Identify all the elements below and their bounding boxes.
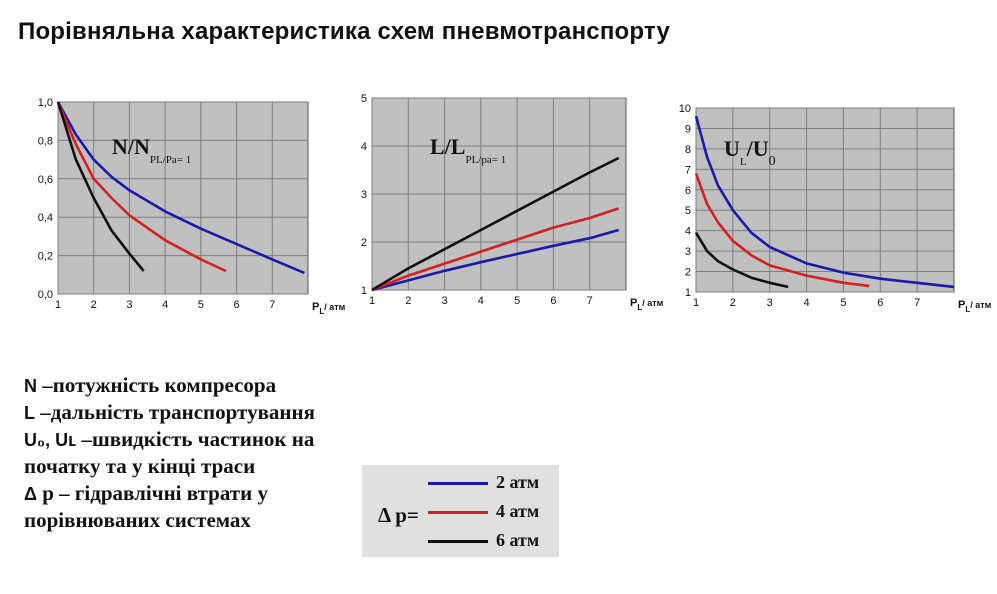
x-tick-label: 3 [126, 299, 132, 311]
legend-desc: –потужність компресора [37, 373, 277, 397]
series-legend-label: 4 атм [496, 501, 540, 521]
series-line [694, 115, 955, 289]
series-line [56, 101, 145, 272]
x-tick-label: 5 [198, 299, 204, 311]
x-tick-label: 6 [234, 299, 240, 311]
y-tick-label: 7 [685, 164, 691, 176]
legend-symbol: Δ [24, 484, 37, 504]
x-tick-label: 6 [877, 297, 883, 309]
plot-area [695, 107, 955, 293]
series-legend-item: 6 атм [428, 529, 553, 553]
series-legend-swatch [428, 511, 488, 514]
legend-symbol: N [24, 376, 37, 396]
x-tick-label: 4 [804, 297, 810, 309]
x-tick-label: 2 [405, 295, 411, 307]
series-line [694, 232, 789, 289]
legend-desc: –швидкість частинок на [76, 427, 315, 451]
x-tick-label: 5 [840, 297, 846, 309]
series-line [56, 101, 305, 275]
series-legend-label: 2 атм [496, 472, 540, 492]
series-line [694, 172, 870, 288]
legend-line-dp: Δ p – гідравлічні втрати у [24, 480, 315, 507]
series-line [371, 156, 620, 292]
x-tick-label: 6 [550, 295, 556, 307]
legend-desc: порівнюваних системах [24, 508, 251, 532]
chart-title: L/LPL/pa= 1 [430, 134, 506, 166]
y-tick-label: 9 [685, 123, 691, 135]
legend-line-l: L –дальність транспортування [24, 399, 315, 426]
series-legend-item: 2 атм [428, 471, 553, 495]
x-tick-label: 7 [269, 299, 275, 311]
series-legend-swatch [428, 482, 488, 485]
y-tick-label: 0,4 [38, 212, 53, 224]
x-axis-label: PL/ атм [312, 301, 346, 316]
plot-area [57, 101, 309, 295]
chart-distance-ratio: 1 2 3 4 5 6 7 1 2 3 4 5 PL/ атм L/LPL/pa= 1 [330, 88, 670, 328]
x-axis-label: PL/ атм [958, 299, 992, 314]
chart-velocity-ratio: 1 2 3 4 5 6 7 1 2 3 4 5 6 7 8 9 10 PL/ атм UL/U0 [662, 98, 997, 338]
x-tick-label: 4 [478, 295, 484, 307]
legend-line-dp-cont: порівнюваних системах [24, 507, 315, 534]
y-tick-label: 2 [361, 237, 367, 249]
y-tick-label: 0,0 [38, 289, 53, 301]
y-tick-label: 0,2 [38, 251, 53, 263]
x-tick-label: 5 [514, 295, 520, 307]
chart-title: N/NPL/Pa= 1 [112, 134, 191, 166]
legend-line-u: U₀, Uʟ –швидкість частинок на [24, 426, 315, 453]
y-tick-label: 5 [361, 93, 367, 105]
legend-symbol: U₀, Uʟ [24, 430, 77, 450]
x-tick-label: 1 [55, 299, 61, 311]
x-tick-label: 7 [914, 297, 920, 309]
y-tick-label: 4 [685, 226, 691, 238]
y-tick-label: 0,8 [38, 135, 53, 147]
y-tick-label: 4 [361, 141, 367, 153]
legend-line-n: N –потужність компресора [24, 372, 315, 399]
chart-title: UL/U0 [724, 136, 776, 169]
x-tick-label: 3 [442, 295, 448, 307]
legend-desc: –дальність транспортування [35, 400, 315, 424]
y-tick-label: 3 [685, 246, 691, 258]
y-tick-label: 6 [685, 185, 691, 197]
y-tick-label: 2 [685, 267, 691, 279]
series-legend-item: 4 атм [428, 500, 553, 524]
series-legend-prefix: Δ p= [378, 503, 419, 527]
y-tick-label: 1 [361, 285, 367, 297]
series-legend-label: 6 атм [496, 530, 540, 550]
x-tick-label: 3 [767, 297, 773, 309]
x-tick-label: 2 [730, 297, 736, 309]
legend-symbol: L [24, 403, 35, 423]
x-tick-label: 4 [162, 299, 168, 311]
y-tick-label: 0,6 [38, 174, 53, 186]
y-tick-label: 1 [685, 287, 691, 299]
series-line [56, 101, 227, 273]
chart-power-ratio: 1 2 3 4 5 6 7 0,0 0,2 0,4 0,6 0,8 1,0 PL/ атм N/NPL/Pa… [0, 92, 346, 332]
y-tick-label: 5 [685, 205, 691, 217]
series-line [371, 207, 620, 292]
series-legend: Δ p= 2 атм 4 атм 6 атм [362, 465, 559, 557]
legend-desc: p – гідравлічні втрати у [36, 481, 268, 505]
x-tick-label: 2 [91, 299, 97, 311]
legend-desc: початку та у кінці траси [24, 454, 256, 478]
y-tick-label: 3 [361, 189, 367, 201]
y-tick-label: 8 [685, 144, 691, 156]
page-title: Порівняльна характеристика схем пневмотр… [18, 18, 671, 45]
x-tick-label: 1 [693, 297, 699, 309]
chart-power-ratio-svg: 1 2 3 4 5 6 7 0,0 0,2 0,4 0,6 0,8 1,0 PL/ атм N/NPL/Pa… [38, 97, 346, 316]
chart-distance-ratio-svg: 1 2 3 4 5 6 7 1 2 3 4 5 PL/ атм L/LPL/pa= 1 [361, 93, 664, 312]
x-tick-label: 7 [587, 295, 593, 307]
x-axis-label: PL/ атм [630, 297, 664, 312]
y-tick-label: 10 [679, 103, 691, 115]
chart-velocity-ratio-svg: 1 2 3 4 5 6 7 1 2 3 4 5 6 7 8 9 10 PL/ атм UL/U0 [679, 103, 992, 314]
legend-text-block: N –потужність компресора L –дальність тр… [24, 372, 315, 534]
x-tick-label: 1 [369, 295, 375, 307]
series-line [371, 228, 620, 292]
series-legend-swatch [428, 540, 488, 543]
y-tick-label: 1,0 [38, 97, 53, 109]
legend-line-u-cont: початку та у кінці траси [24, 453, 315, 480]
